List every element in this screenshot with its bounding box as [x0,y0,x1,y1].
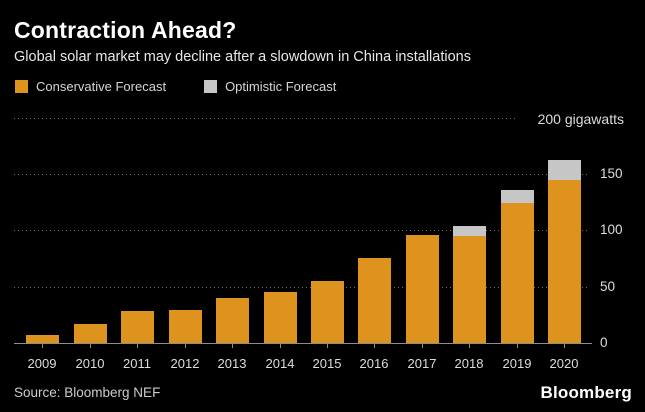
x-tick-2013 [232,343,233,348]
x-axis-label-2018: 2018 [454,356,484,371]
legend-label: Conservative Forecast [36,79,167,94]
x-axis-label-2020: 2020 [549,356,579,371]
bar-2012-conservative [168,310,202,343]
bar-2015-conservative [310,280,344,343]
x-axis-label-2013: 2013 [217,356,247,371]
x-tick-2018 [469,343,470,348]
x-tick-2015 [327,343,328,348]
chart-subtitle: Global solar market may decline after a … [14,49,471,65]
optimistic-swatch-icon [204,80,218,93]
bar-2016-conservative [357,258,391,343]
gridline-50 [14,286,588,288]
x-tick-2017 [422,343,423,348]
x-axis-label-2019: 2019 [502,356,532,371]
x-axis-label-2009: 2009 [27,356,57,371]
bar-2011-conservative [120,311,154,343]
x-tick-2009 [42,343,43,348]
x-axis-label-2012: 2012 [170,356,200,371]
x-axis-label-2010: 2010 [75,356,105,371]
conservative-swatch-icon [15,80,28,93]
y-axis-top-label: 200 gigawatts [537,110,624,127]
y-axis-label-150: 150 [600,165,623,181]
bar-2019-conservative [500,203,534,343]
legend: Conservative Forecast Optimistic Forecas… [15,79,336,94]
x-tick-2014 [280,343,281,348]
x-axis-label-2016: 2016 [359,356,389,371]
x-tick-2010 [90,343,91,348]
chart-title: Contraction Ahead? [14,17,237,43]
bar-2014-conservative [263,292,297,343]
bar-2020-conservative [547,179,581,343]
gridline-150 [14,173,588,175]
x-tick-2020 [564,343,565,348]
x-tick-2016 [374,343,375,348]
bar-2009-conservative [25,335,59,343]
legend-item-optimistic: Optimistic Forecast [204,79,336,94]
bar-2010-conservative [73,323,107,343]
y-axis-label-100: 100 [600,222,623,238]
gridline-100 [14,230,588,232]
bar-2020-optimistic-cap [547,160,581,180]
axis-baseline [14,343,592,344]
x-tick-2011 [137,343,138,348]
legend-label: Optimistic Forecast [225,79,337,94]
bar-2018-optimistic-cap [452,225,486,236]
legend-item-conservative: Conservative Forecast [15,79,166,94]
x-tick-2012 [185,343,186,348]
x-tick-2019 [517,343,518,348]
bar-2019-optimistic-cap [500,189,534,204]
x-axis-label-2011: 2011 [123,356,151,371]
y-axis-label-50: 50 [600,278,616,294]
source-note: Source: Bloomberg NEF [14,385,161,400]
x-axis-label-2015: 2015 [312,356,342,371]
x-axis-label-2017: 2017 [407,356,437,371]
gridline-200 [14,117,518,119]
x-axis-label-2014: 2014 [265,356,295,371]
bloomberg-logo: Bloomberg [540,383,632,402]
y-axis-label-0: 0 [600,335,608,350]
bar-2017-conservative [405,234,439,343]
bar-2013-conservative [215,297,249,343]
bar-2018-conservative [452,235,486,343]
